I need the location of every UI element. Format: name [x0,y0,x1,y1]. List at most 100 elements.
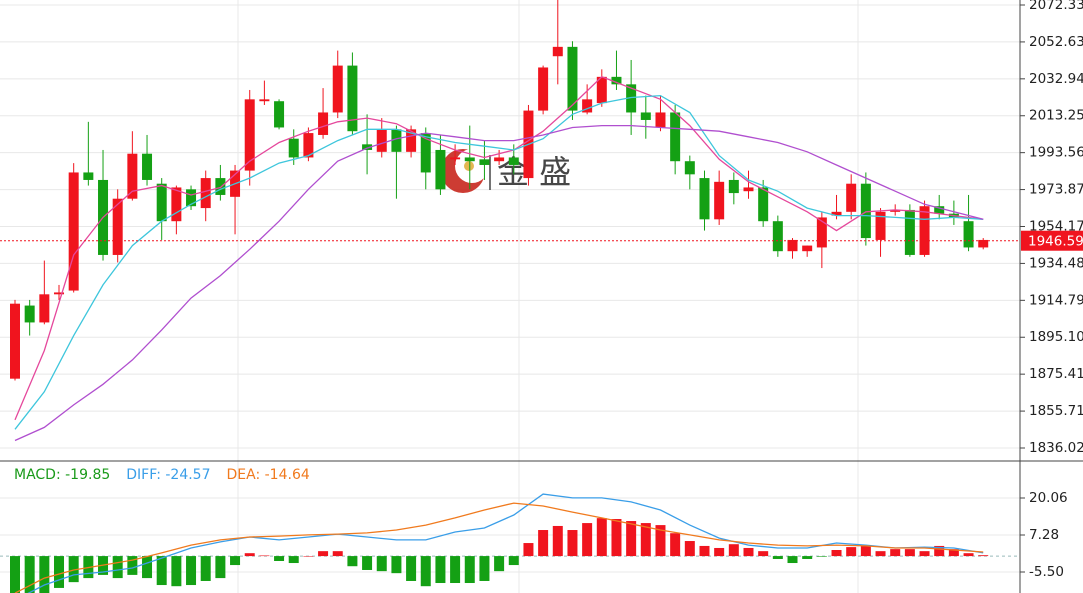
macd-bar [699,545,710,557]
macd-bar [714,547,725,557]
macd-bar [948,549,959,557]
candle-body [39,294,50,323]
candle-body [787,239,798,252]
macd-bar [303,556,314,557]
macd-bar [919,551,930,557]
candle-body [640,112,651,120]
candle-body [919,206,930,255]
candle-body [171,187,182,222]
macd-bar [567,530,578,557]
indicator-line [14,94,984,430]
macd-bar [244,553,255,557]
candle-body [376,129,387,152]
y-tick-label: 2052.63 [1029,34,1083,50]
y-tick-label: 2013.25 [1029,108,1083,124]
macd-bar [934,545,945,557]
candle-body [743,187,754,192]
y-tick-label: 1934.48 [1029,255,1083,271]
candle-body [274,101,285,128]
candle-body [303,133,314,158]
macd-bar [684,541,695,557]
y-tick-label: 7.28 [1029,527,1059,543]
macd-bar [230,556,241,566]
macd-bar [332,551,343,557]
y-tick-label: 1914.79 [1029,292,1083,308]
macd-bar [670,533,681,557]
macd-bar [758,551,769,557]
macd-bar [435,556,446,584]
candle-body [186,189,197,207]
macd-bar [728,544,739,557]
macd-bar [904,549,915,557]
candle-body [816,217,827,248]
y-tick-label: 2072.33 [1029,0,1083,13]
macd-bar [831,549,842,557]
macd-bar [860,545,871,557]
watermark: 金 盛 [441,149,571,193]
candle-body [772,221,783,252]
y-tick-label: 1973.87 [1029,182,1083,198]
macd-bar [127,556,138,575]
candle-body [406,129,417,152]
candle-body [904,209,915,255]
y-tick-label: 20.06 [1029,490,1068,506]
candle-body [508,157,519,165]
macd-bar [54,556,65,588]
candle-body [684,161,695,175]
macd-bar [626,521,637,557]
candle-body [420,133,431,173]
candle-body [978,239,989,248]
macd-bar [186,556,197,586]
candle-body [215,178,226,195]
legend-entry: DIFF: -24.57 [126,467,210,483]
macd-bar [10,556,20,593]
macd-bar [156,556,167,586]
y-tick-label: 2032.94 [1029,71,1083,87]
y-tick-label: 1954.17 [1029,219,1083,235]
candle-body [860,183,871,239]
candle-body [655,112,666,128]
macd-bar [479,556,490,581]
macd-bar [215,556,226,579]
candle-body [362,144,373,150]
candle-body [83,172,94,180]
y-tick-label: 1875.41 [1029,366,1083,382]
candle-body [318,112,329,135]
macd-bar [200,556,211,581]
macd-bar [494,556,505,572]
macd-bar [318,551,329,557]
candle-body [142,153,153,180]
candle-body [552,46,563,57]
macd-bar [464,556,475,584]
candle-body [479,159,490,165]
macd-bar [406,556,417,581]
macd-bar [802,556,813,559]
indicator-line [14,502,984,593]
candle-body [582,99,593,113]
y-tick-label: 1855.71 [1029,403,1083,419]
candle-body [288,138,299,158]
macd-bar [420,556,431,587]
candle-body [332,65,343,113]
macd-bar [24,556,35,593]
candle-body [758,187,769,222]
candle-body [156,183,167,222]
macd-bar [171,556,182,587]
candle-body [127,153,138,199]
legend-entry: DEA: -14.64 [227,467,310,483]
macd-bar [362,556,373,570]
macd-bar [288,556,299,564]
macd-bar [274,556,285,562]
macd-bar [611,519,622,557]
macd-bar [875,551,886,557]
candle-body [464,157,475,162]
macd-bar [816,556,827,557]
candle-body [200,178,211,209]
candle-body [596,76,607,104]
macd-bar [347,556,358,567]
candle-body [10,303,20,379]
candle-body [435,149,446,190]
y-tick-label: -5.50 [1029,564,1064,580]
candle-body [611,76,622,85]
macd-bar [582,523,593,557]
